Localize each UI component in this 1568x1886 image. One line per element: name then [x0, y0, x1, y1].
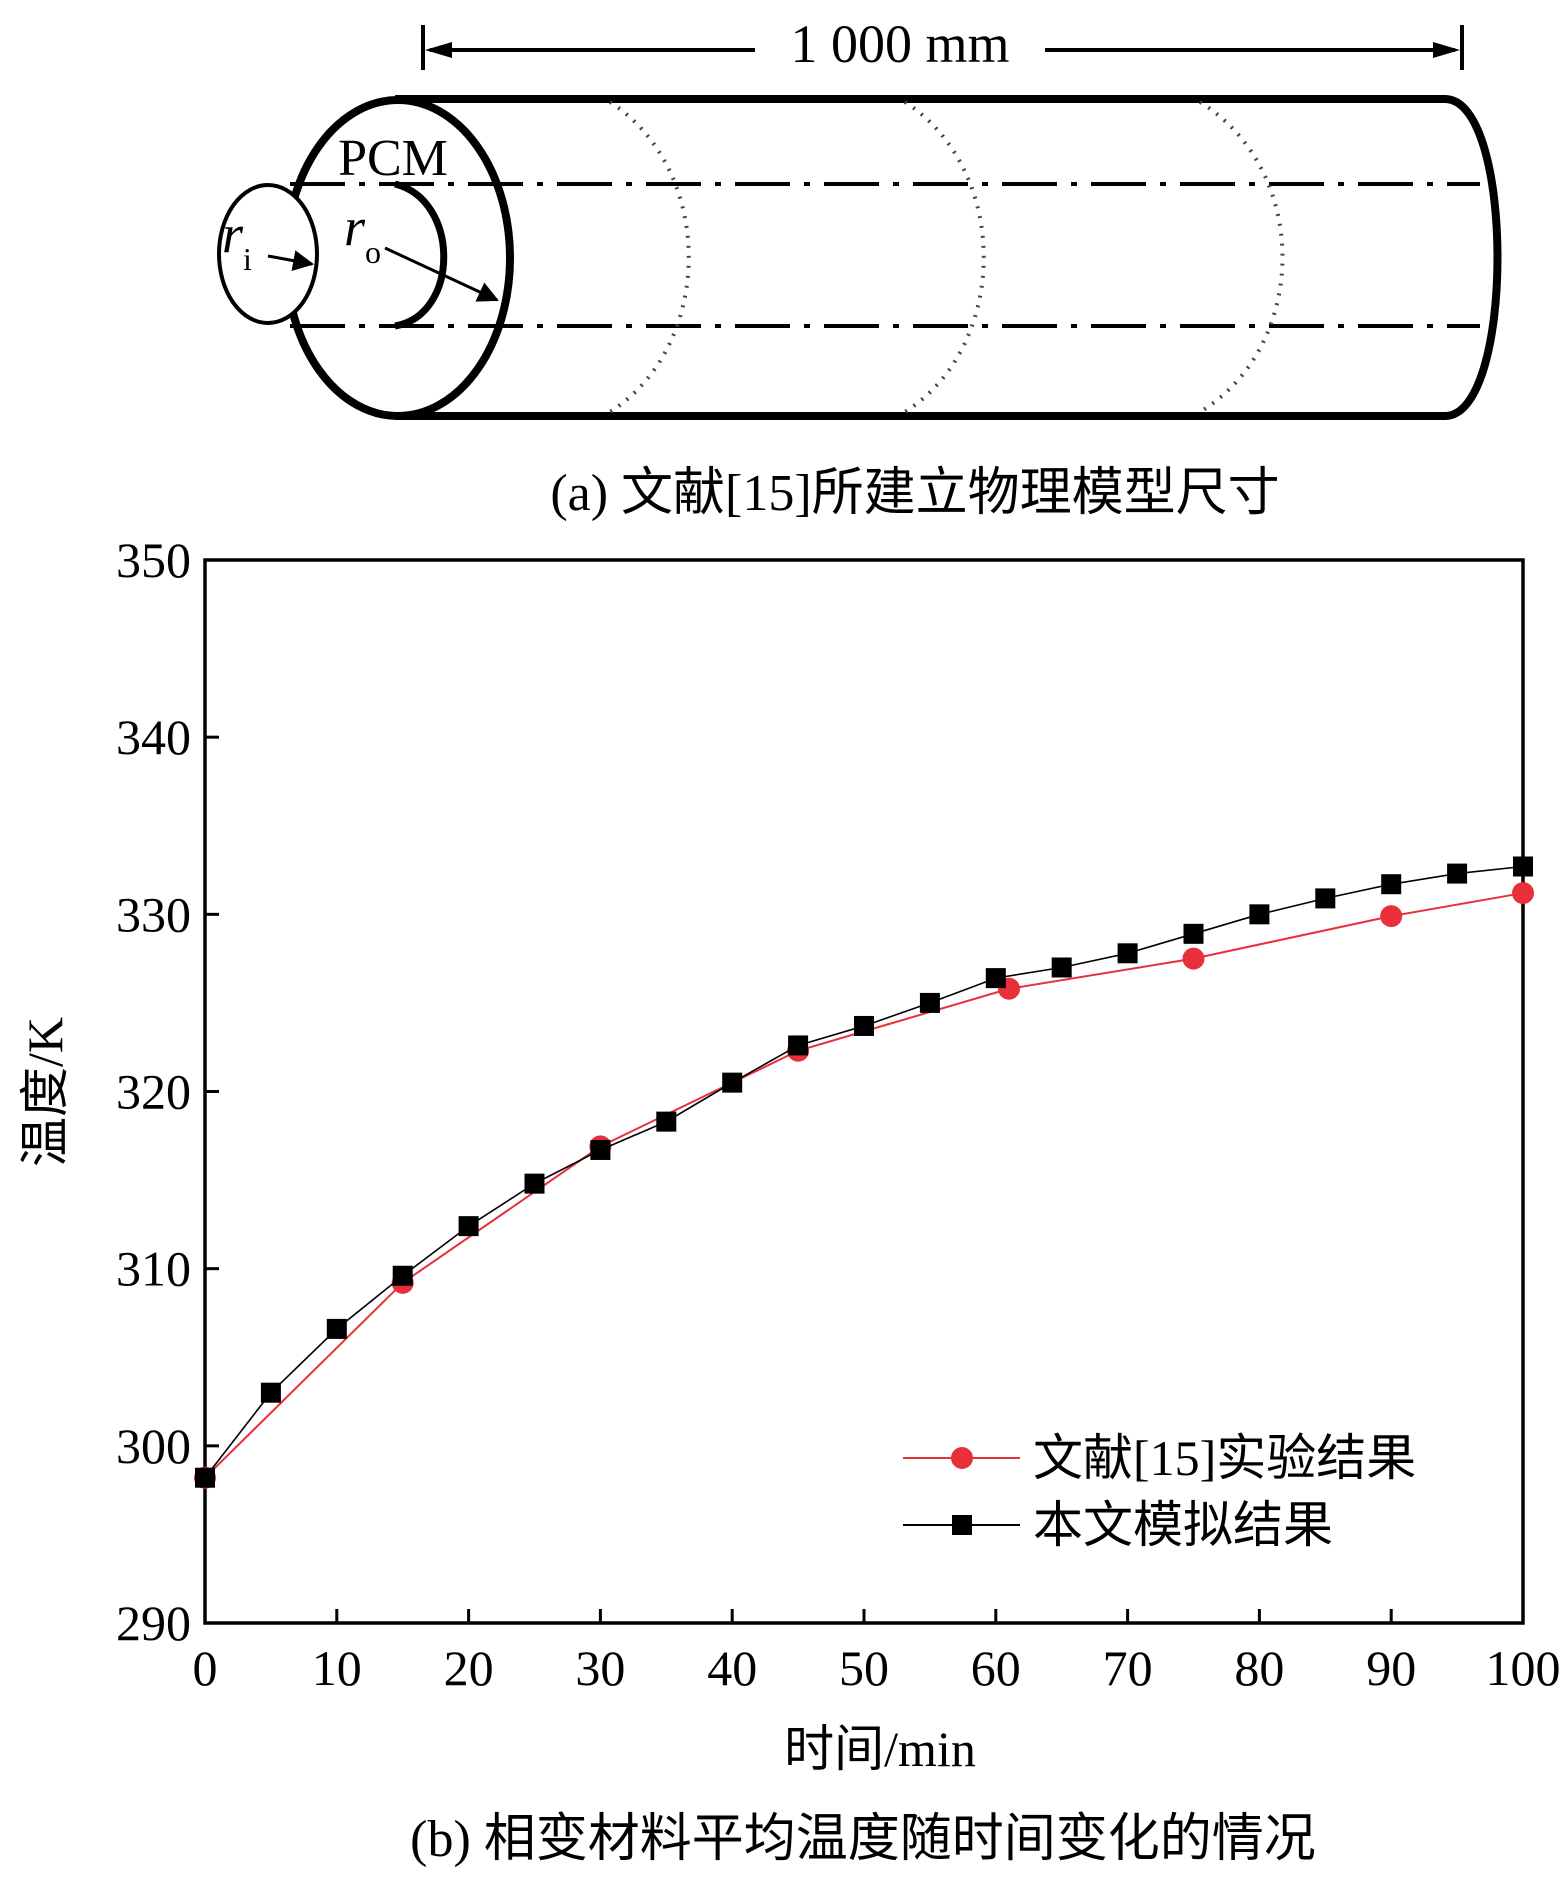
x-tick-label: 20 — [444, 1640, 494, 1696]
outer-radius-symbol: r — [344, 197, 366, 257]
x-tick-label: 100 — [1486, 1640, 1561, 1696]
x-tick-label: 60 — [971, 1640, 1021, 1696]
experimental-series-line — [204, 892, 1524, 1479]
simulation-data-point — [392, 1265, 413, 1286]
axes: 0 10 20 30 40 50 60 70 80 90 100 290 300 310 320 330 340… — [116, 532, 1561, 1696]
simulation-data-point — [919, 992, 940, 1013]
simulation-data-point — [1513, 856, 1533, 877]
experimental-data-point — [1182, 947, 1205, 970]
simulation-data-point — [1249, 904, 1270, 925]
inner-radius-arrow — [267, 250, 315, 271]
simulation-data-point — [260, 1382, 281, 1403]
cylinder-right-end — [1444, 95, 1502, 420]
pcm-label: PCM — [338, 130, 448, 187]
inner-tube-arc — [394, 180, 448, 330]
inner-radius-label: ri — [222, 204, 252, 277]
diagram-caption: (a) 文献[15]所建立物理模型尺寸 — [550, 465, 1279, 522]
x-tick-label: 0 — [193, 1640, 218, 1696]
simulation-data-point — [1447, 863, 1468, 884]
simulation-data-point — [1117, 943, 1138, 964]
y-tick-label: 320 — [116, 1064, 191, 1120]
experimental-data-point — [1380, 905, 1403, 928]
series-layer — [194, 856, 1534, 1489]
section-arc-3 — [1198, 100, 1285, 414]
inner-tube-face — [217, 183, 319, 325]
simulation-data-point — [722, 1072, 743, 1093]
x-tick-label: 30 — [575, 1640, 625, 1696]
chart-caption: (b) 相变材料平均温度随时间变化的情况 — [410, 1811, 1316, 1868]
x-axis-label: 时间/min — [784, 1721, 976, 1777]
legend-marker-simulation — [952, 1515, 972, 1535]
section-arc-1 — [608, 100, 691, 414]
outer-radius-arrow — [384, 246, 499, 302]
simulation-data-point — [788, 1035, 809, 1056]
inner-radius-subscript: i — [243, 241, 252, 277]
y-tick-label: 350 — [116, 532, 191, 588]
temperature-chart: 0 10 20 30 40 50 60 70 80 90 100 290 300 310 320 330 340… — [17, 532, 1561, 1868]
y-tick-label: 310 — [116, 1241, 191, 1297]
y-axis-label: 温度/K — [17, 1017, 73, 1167]
inner-radius-symbol: r — [222, 204, 244, 264]
legend-label-simulation: 本文模拟结果 — [1033, 1497, 1333, 1553]
simulation-series-line — [204, 865, 1524, 1479]
simulation-data-point — [854, 1015, 874, 1036]
y-tick-label: 290 — [116, 1595, 191, 1651]
simulation-data-point — [1381, 874, 1402, 895]
simulation-data-point — [524, 1173, 545, 1194]
simulation-data-point — [1183, 923, 1204, 944]
dimension-arrow-left — [425, 42, 452, 58]
simulation-data-point — [590, 1139, 611, 1160]
simulation-data-point — [195, 1467, 215, 1488]
dimension-label: 1 000 mm — [790, 14, 1009, 74]
simulation-data-point — [326, 1318, 347, 1339]
y-tick-label: 340 — [116, 709, 191, 765]
simulation-data-point — [1051, 957, 1072, 978]
outer-radius-subscript: o — [365, 234, 381, 270]
x-tick-label: 10 — [312, 1640, 362, 1696]
simulation-data-point — [458, 1216, 479, 1237]
simulation-data-point — [1315, 888, 1336, 909]
x-tick-label: 50 — [839, 1640, 889, 1696]
x-tick-label: 40 — [707, 1640, 757, 1696]
section-arc-2 — [903, 100, 986, 414]
y-tick-label: 300 — [116, 1418, 191, 1474]
simulation-data-point — [985, 968, 1006, 989]
legend-marker-experimental — [951, 1447, 973, 1469]
outer-radius-label: ro — [344, 197, 381, 270]
y-tick-label: 330 — [116, 886, 191, 942]
experimental-data-point — [1512, 882, 1534, 905]
dimension-arrow-right — [1433, 42, 1460, 58]
x-tick-label: 80 — [1234, 1640, 1284, 1696]
x-tick-label: 70 — [1103, 1640, 1153, 1696]
legend-label-experimental: 文献[15]实验结果 — [1033, 1430, 1416, 1486]
x-tick-label: 90 — [1366, 1640, 1416, 1696]
cylinder-diagram: 1 000 mm PCM ri ro (a) 文献[15]所建立物理模型尺寸 — [217, 14, 1502, 522]
simulation-data-point — [656, 1111, 677, 1132]
